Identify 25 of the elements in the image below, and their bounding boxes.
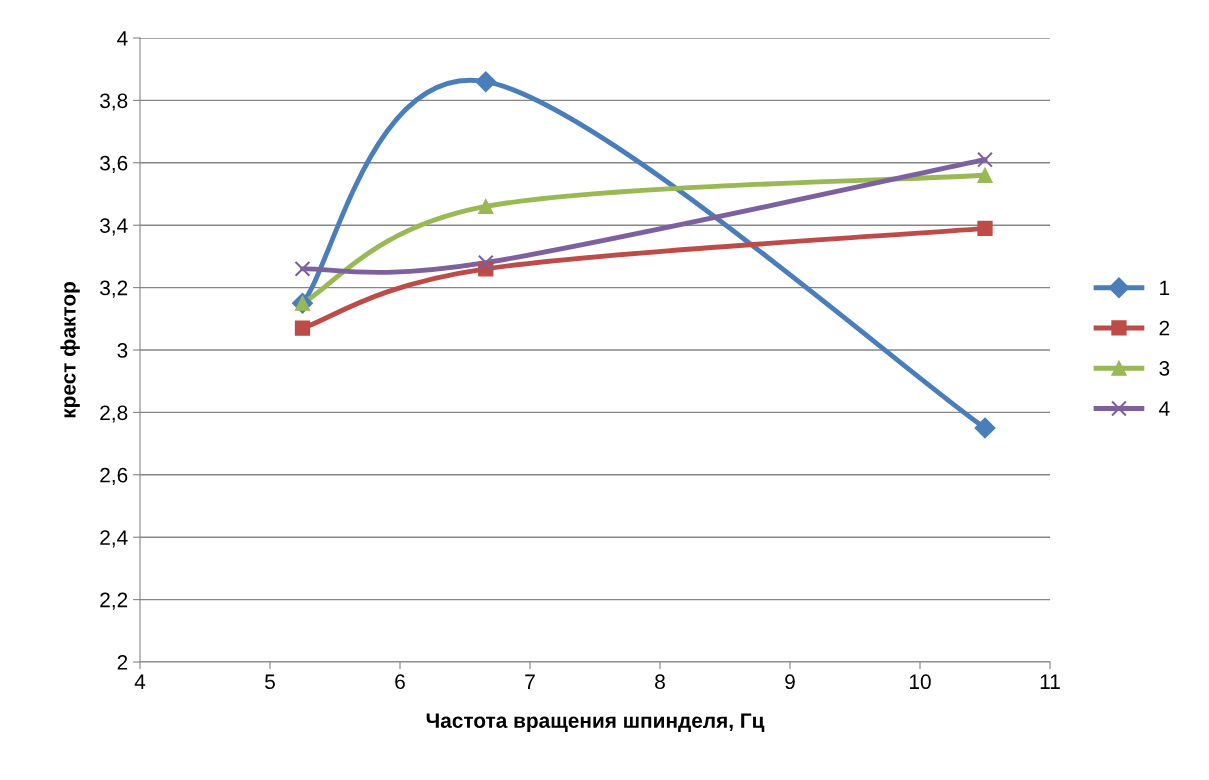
x-tick-label: 6 [395,674,405,690]
legend-label: 4 [1159,401,1170,416]
x-tick-label: 8 [655,674,665,690]
y-tick-label: 4 [117,31,128,46]
x-tick-label: 7 [525,674,535,689]
x-tick-label: 10 [910,674,931,690]
y-tick-label: 2,6 [100,467,128,486]
y-tick-label: 3,6 [100,155,128,174]
y-tick-label: 3,4 [100,218,128,236]
x-tick-label: 11 [1040,674,1060,689]
y-tick-label: 2 [117,655,128,670]
x-tick-label: 5 [265,674,275,690]
x-tick-label: 4 [134,674,146,689]
y-tick-label: 2,4 [100,530,128,548]
y-tick-label: 3,8 [100,93,128,111]
legend-label: 2 [1159,320,1170,336]
legend-label: 3 [1159,360,1170,376]
y-tick-label: 3 [117,343,128,358]
y-tick-label: 2,2 [100,592,128,610]
y-axis-title: крест фактор [60,282,80,418]
x-axis-title: Частота вращения шпинделя, Гц [426,713,765,733]
y-tick-label: 3,2 [100,280,128,298]
y-tick-label: 2,8 [100,405,128,423]
x-tick-label: 9 [785,674,795,690]
legend-label: 1 [1160,280,1170,296]
